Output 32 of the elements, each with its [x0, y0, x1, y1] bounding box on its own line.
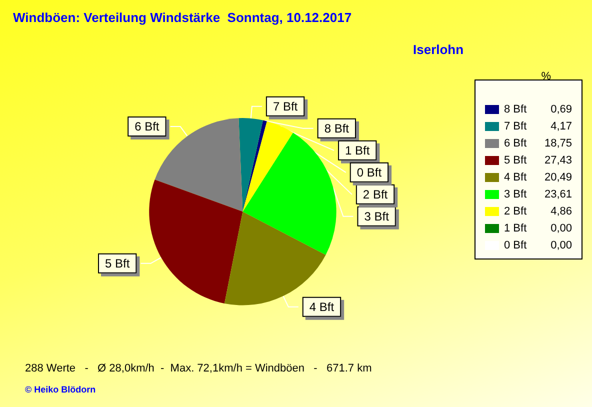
- slice-label: 6 Bft: [134, 119, 160, 134]
- legend-label: 6 Bft: [504, 138, 527, 150]
- category-label: 0 Bft: [356, 165, 382, 180]
- legend-label: 3 Bft: [504, 188, 527, 200]
- legend-label: 4 Bft: [504, 172, 527, 184]
- data-label: 0,69: [550, 104, 572, 116]
- slice-label: 2 Bft: [362, 187, 388, 202]
- data-label: 4,17: [550, 120, 572, 132]
- slice-label: 5 Bft: [104, 256, 130, 270]
- text: © Heiko Blödorn: [25, 384, 96, 394]
- legend-label: 8 Bft: [504, 104, 527, 116]
- category-label: 1 Bft: [345, 143, 370, 158]
- data-label: 20,49: [544, 172, 572, 184]
- text: 0,00: [550, 222, 572, 234]
- slice-label: 8 Bft: [324, 121, 350, 136]
- legend-title: %: [541, 70, 552, 82]
- text: 0,00: [550, 240, 572, 252]
- chart-subtitle: Iserlohn: [413, 42, 464, 57]
- chart-title: Windböen: Verteilung Windstärke Sonntag, 10.12.2017: [13, 10, 352, 25]
- data-label: 4,86: [550, 206, 572, 218]
- slice-label: 4 Bft: [309, 300, 335, 314]
- legend-label: 7 Bft: [504, 120, 527, 132]
- slice-label: 3 Bft: [364, 209, 390, 224]
- legend-label: 1 Bft: [504, 222, 527, 234]
- text: 288 Werte - Ø 28,0km/h - Max. 72,1km/h = Windböen - 671.7 km: [25, 362, 372, 374]
- legend-label: 0 Bft: [504, 240, 527, 252]
- data-label: 27,43: [544, 154, 572, 166]
- slice-label: 7 Bft: [272, 99, 298, 114]
- legend-label: 5 Bft: [504, 154, 527, 166]
- data-label: 18,75: [544, 138, 572, 150]
- legend-label: 2 Bft: [504, 206, 527, 218]
- data-label: 23,61: [544, 188, 572, 200]
